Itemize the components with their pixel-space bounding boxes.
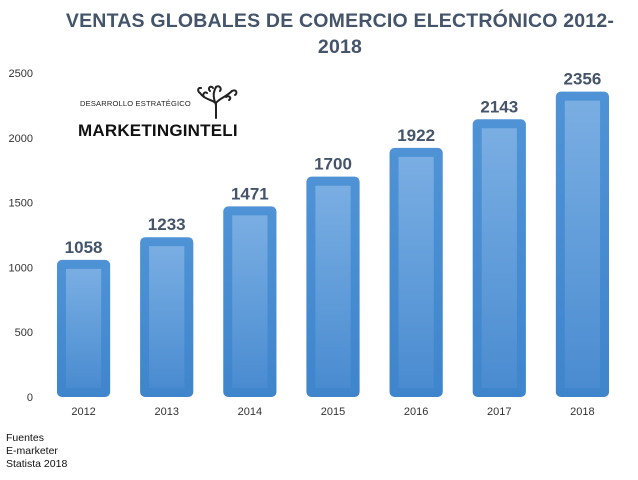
tree-icon: [197, 85, 238, 119]
x-tick-label: 2013: [154, 406, 178, 418]
sources-line-2: E-marketer: [6, 445, 58, 457]
x-tick-label: 2014: [238, 406, 262, 418]
bar-highlight: [564, 100, 601, 388]
bar-highlight: [315, 185, 351, 388]
bar-highlight: [65, 268, 102, 388]
y-tick-label: 2500: [9, 68, 33, 80]
data-label: 1922: [397, 126, 435, 145]
data-label: 2356: [564, 70, 602, 89]
sources-line-3: Statista 2018: [6, 458, 68, 470]
logo: DESARROLLO ESTRATÉGICO MARKETINGINTELI: [78, 85, 268, 145]
bar-highlight: [232, 215, 268, 388]
y-tick-label: 1500: [9, 198, 33, 210]
y-tick-label: 0: [27, 392, 33, 404]
x-tick-label: 2016: [404, 406, 428, 418]
y-tick-label: 500: [15, 327, 33, 339]
logo-subtitle: DESARROLLO ESTRATÉGICO: [80, 99, 191, 108]
bars: 1058 1233 1471 1700 1922 2143 2356: [56, 70, 610, 397]
data-label: 1700: [314, 155, 352, 174]
logo-brand: MARKETINGINTELI: [78, 121, 238, 140]
sources: Fuentes E-marketer Statista 2018: [6, 432, 67, 471]
bar-highlight: [398, 156, 434, 388]
x-tick-label: 2017: [487, 406, 511, 418]
data-label: 2143: [480, 97, 518, 116]
x-tick-label: 2015: [321, 406, 345, 418]
bar-highlight: [149, 246, 185, 388]
data-label: 1058: [65, 238, 103, 257]
chart-title: VENTAS GLOBALES DE COMERCIO ELECTRÓNICO …: [40, 8, 638, 60]
sources-line-1: Fuentes: [6, 432, 44, 444]
x-axis: 2012 2013 2014 2015 2016 2017 2018: [71, 406, 594, 418]
bar-highlight: [481, 128, 517, 388]
y-tick-label: 1000: [9, 262, 33, 274]
x-tick-label: 2018: [570, 406, 594, 418]
chart-title-line-1: VENTAS GLOBALES DE COMERCIO ELECTRÓNICO …: [65, 10, 615, 32]
y-axis: 0 500 1000 1500 2000 2500: [9, 68, 33, 404]
chart-title-line-2: 2018: [317, 36, 363, 58]
y-tick-label: 2000: [9, 133, 33, 145]
x-tick-label: 2012: [71, 406, 95, 418]
data-label: 1233: [148, 215, 186, 234]
data-label: 1471: [231, 184, 269, 203]
